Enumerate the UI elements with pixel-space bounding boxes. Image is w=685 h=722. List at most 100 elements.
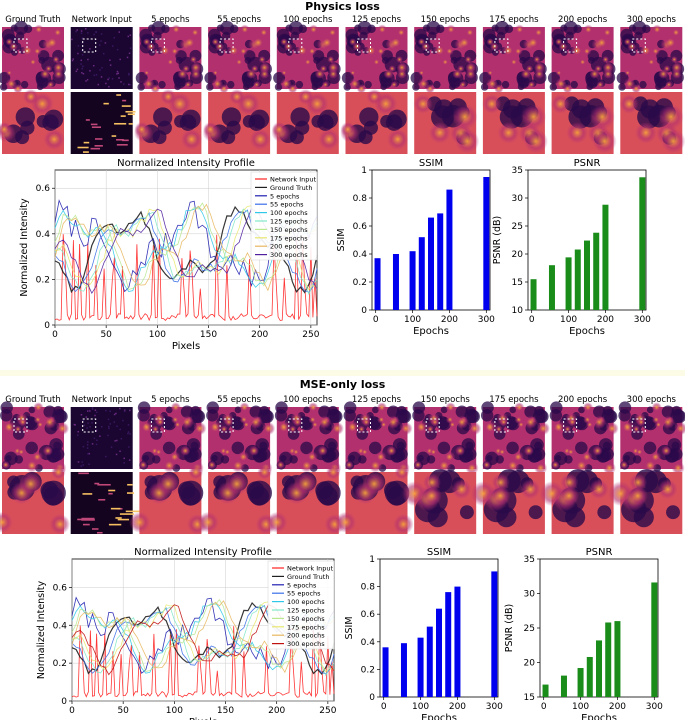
y-axis-label: Normalized Intensity <box>19 198 30 297</box>
noise-speckle <box>84 28 87 30</box>
noise-speckle <box>117 72 120 75</box>
image-tile <box>206 401 276 475</box>
y-tick-label: 1 <box>361 166 367 176</box>
zoom-dark-region <box>363 120 378 135</box>
bright-blob <box>592 415 606 429</box>
zoom-bright-region <box>325 464 341 480</box>
bright-blob <box>647 58 656 66</box>
noise-speckle <box>87 453 89 455</box>
bar-300-epochs <box>483 177 490 310</box>
legend-entry: 125 epochs <box>270 218 308 226</box>
zoom-tile <box>402 469 477 534</box>
bar-175-epochs <box>605 622 612 697</box>
bright-blob <box>1 460 10 469</box>
bright-blob <box>413 460 422 469</box>
roi-box <box>357 38 371 53</box>
dark-blob <box>433 80 441 89</box>
image-tile <box>547 20 616 94</box>
bright-blob <box>45 35 60 50</box>
bright-blob <box>627 42 637 51</box>
bright-blob <box>445 46 454 56</box>
bright-blob <box>527 81 536 89</box>
bright-blob <box>520 69 531 79</box>
image-tile <box>618 401 685 475</box>
y-tick-label: 0 <box>361 306 367 316</box>
zoom-bright-region <box>589 479 609 499</box>
zoom-bright-region <box>592 129 617 154</box>
noise-speckle <box>108 425 110 428</box>
bright-blob <box>47 81 55 89</box>
noise-speckle <box>80 413 83 416</box>
noise-speckle <box>86 78 89 81</box>
roi-box <box>288 38 303 53</box>
legend-entry: Network Input <box>287 565 333 573</box>
zoom-bright-region <box>520 479 541 499</box>
roi-box <box>563 418 578 433</box>
noise-speckle <box>82 420 85 422</box>
legend-entry: Ground Truth <box>270 184 312 192</box>
bar-5-epochs <box>530 279 537 310</box>
zoom-noise-streak <box>97 483 111 486</box>
zoom-noise-streak <box>125 510 140 513</box>
noise-background <box>70 27 133 89</box>
noise-speckle <box>95 73 98 76</box>
bright-blob <box>555 69 562 76</box>
noise-speckle <box>91 408 94 410</box>
bar-100-epochs <box>409 251 416 310</box>
bright-blob <box>177 69 188 79</box>
zoom-bright-region <box>305 92 329 116</box>
bright-blob <box>513 46 523 56</box>
zoom-noise-streak <box>97 531 103 534</box>
y-tick-label: 15 <box>524 693 535 703</box>
noise-speckle <box>116 73 118 75</box>
noise-speckle <box>96 439 98 442</box>
bright-blob <box>349 78 361 90</box>
noise-speckle <box>111 78 114 80</box>
bright-blob <box>533 56 541 63</box>
bright-blob <box>651 415 661 424</box>
zoom-noise-streak <box>82 151 89 153</box>
zoom-noise-streak <box>82 523 90 526</box>
zoom-tile <box>550 92 617 154</box>
zoom-noise-streak <box>116 138 124 141</box>
zoom-bright-region <box>657 479 678 499</box>
bright-blob <box>658 69 669 79</box>
bar-150-epochs <box>584 240 590 310</box>
bright-blob <box>651 46 660 56</box>
bright-blob <box>426 425 434 433</box>
column-label: 125 epochs <box>352 395 402 405</box>
zoom-dark-region <box>597 505 612 520</box>
noise-speckle <box>128 52 131 55</box>
bright-blob <box>635 448 644 456</box>
noise-speckle <box>95 443 98 446</box>
zoom-dark-region <box>180 486 201 506</box>
bright-blob <box>671 62 683 74</box>
roi-box <box>13 38 28 53</box>
bright-blob <box>483 420 497 435</box>
bright-blob <box>307 402 319 413</box>
noise-speckle <box>109 64 112 66</box>
bright-blob <box>388 35 403 50</box>
legend-entry: 150 epochs <box>270 226 308 234</box>
bright-blob <box>509 58 518 66</box>
dark-blob <box>190 441 199 450</box>
zoom-dark-region <box>502 99 523 119</box>
zoom-bright-region <box>393 514 414 535</box>
zoom-dark-region <box>386 486 407 506</box>
bright-blob <box>498 448 506 456</box>
bright-blob <box>52 62 64 74</box>
noise-speckle <box>120 81 122 83</box>
bright-blob <box>486 78 499 90</box>
zoom-noise-streak <box>85 119 90 121</box>
bright-blob <box>558 42 568 51</box>
bright-blob <box>2 420 17 435</box>
dark-blob <box>671 441 680 450</box>
x-tick-label: 100 <box>166 706 183 716</box>
zoom-noise-streak <box>122 139 129 142</box>
noise-speckle <box>127 431 130 433</box>
zoom-bright-region <box>0 121 12 137</box>
noise-speckle <box>88 452 91 455</box>
zoom-bright-region <box>627 485 648 506</box>
bright-blob <box>317 415 332 429</box>
zoom-dark-region <box>528 505 543 520</box>
